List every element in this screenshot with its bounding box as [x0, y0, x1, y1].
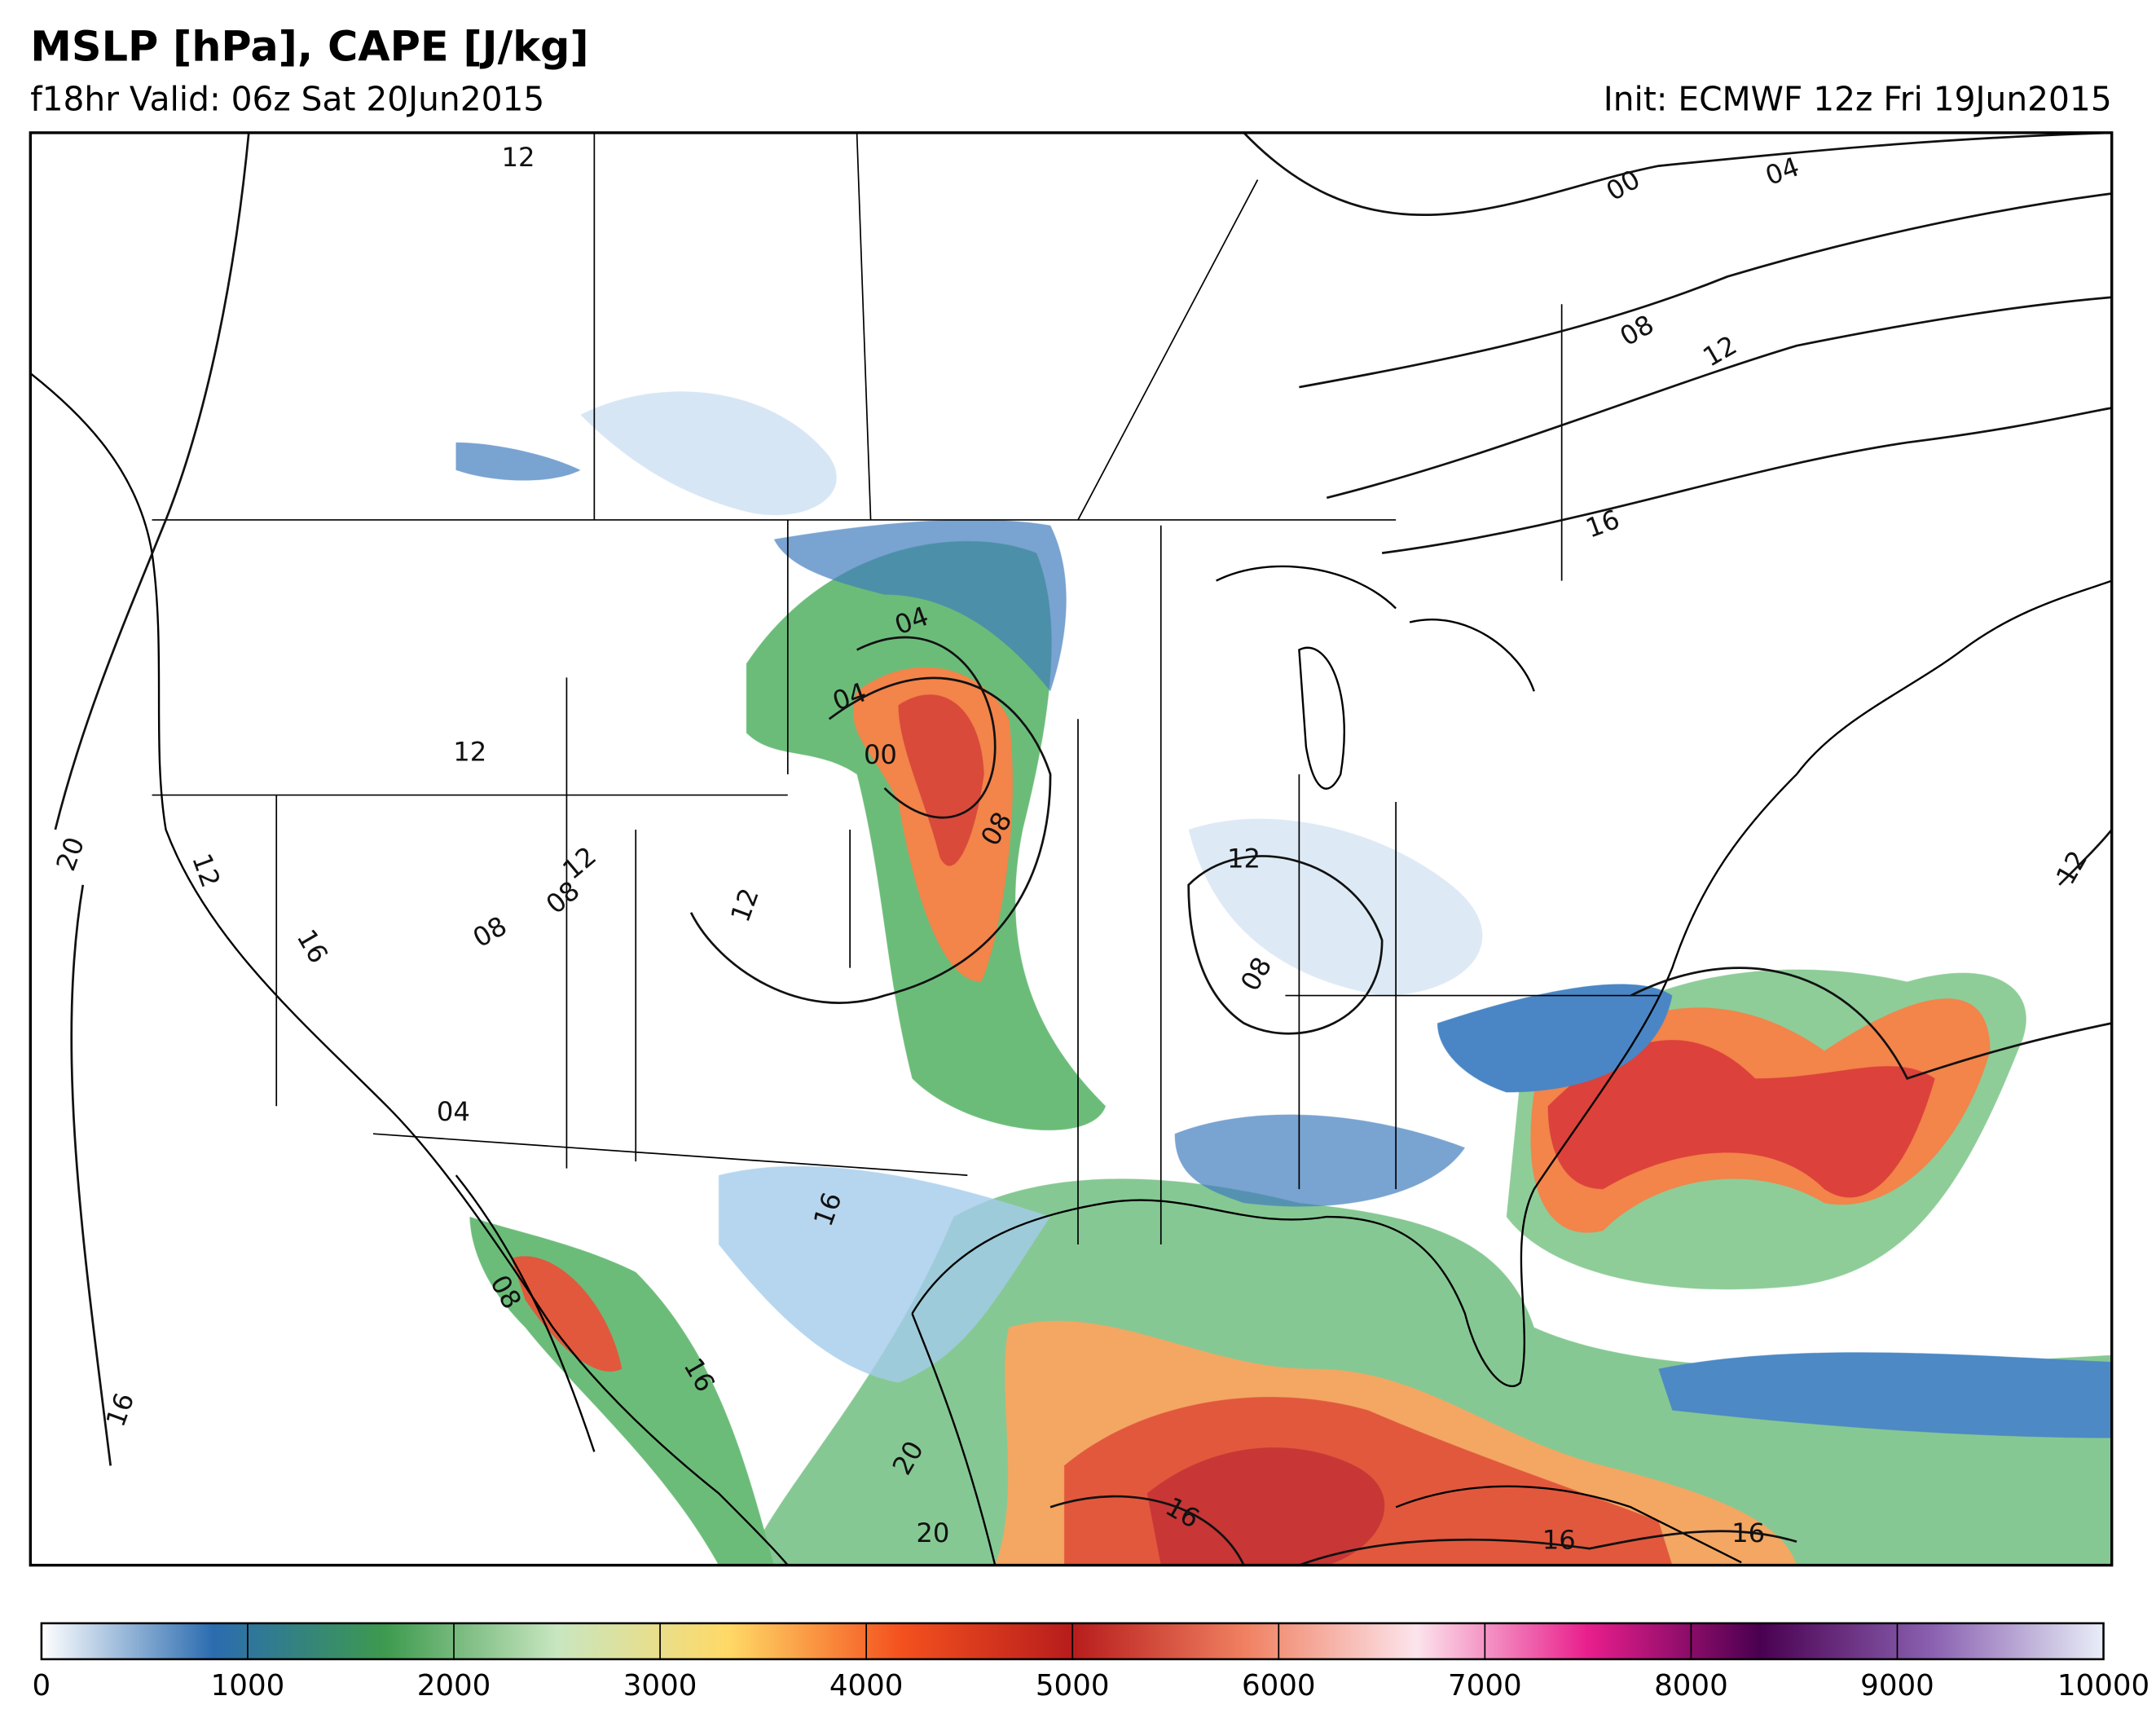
- contour-label: 04: [437, 1096, 470, 1127]
- valid-time: f18hr Valid: 06z Sat 20Jun2015: [30, 80, 544, 119]
- contour-label: 00: [864, 739, 897, 770]
- colorbar-tick-label: 10000: [2057, 1669, 2149, 1702]
- colorbar-tick-label: 4000: [829, 1669, 904, 1702]
- colorbar-tick-label: 5000: [1036, 1669, 1110, 1702]
- init-time: Init: ECMWF 12z Fri 19Jun2015: [1604, 80, 2112, 119]
- colorbar-tick-label: 2000: [417, 1669, 491, 1702]
- contour-label: 20: [916, 1517, 949, 1548]
- colorbar-tick-label: 3000: [623, 1669, 697, 1702]
- colorbar-tick-label: 6000: [1242, 1669, 1316, 1702]
- title: MSLP [hPa], CAPE [J/kg]: [30, 24, 588, 72]
- colorbar: 0 1000 2000 3000 4000 5000 6000 7000 8000 9000 100…: [33, 1622, 2149, 1702]
- colorbar-tick-label: 8000: [1654, 1669, 1728, 1702]
- contour-label: 12: [502, 142, 535, 173]
- contour-label: 16: [1542, 1525, 1576, 1556]
- contour-label: 16: [1731, 1517, 1765, 1548]
- contour-label: 12: [1227, 843, 1261, 874]
- colorbar-tick-label: 0: [33, 1669, 51, 1702]
- map-frame: [29, 131, 2114, 1567]
- colorbar-tick-label: 7000: [1448, 1669, 1522, 1702]
- colorbar-tick-label: 1000: [211, 1669, 285, 1702]
- contour-label: 12: [453, 737, 486, 768]
- colorbar-tick-label: 9000: [1860, 1669, 1934, 1702]
